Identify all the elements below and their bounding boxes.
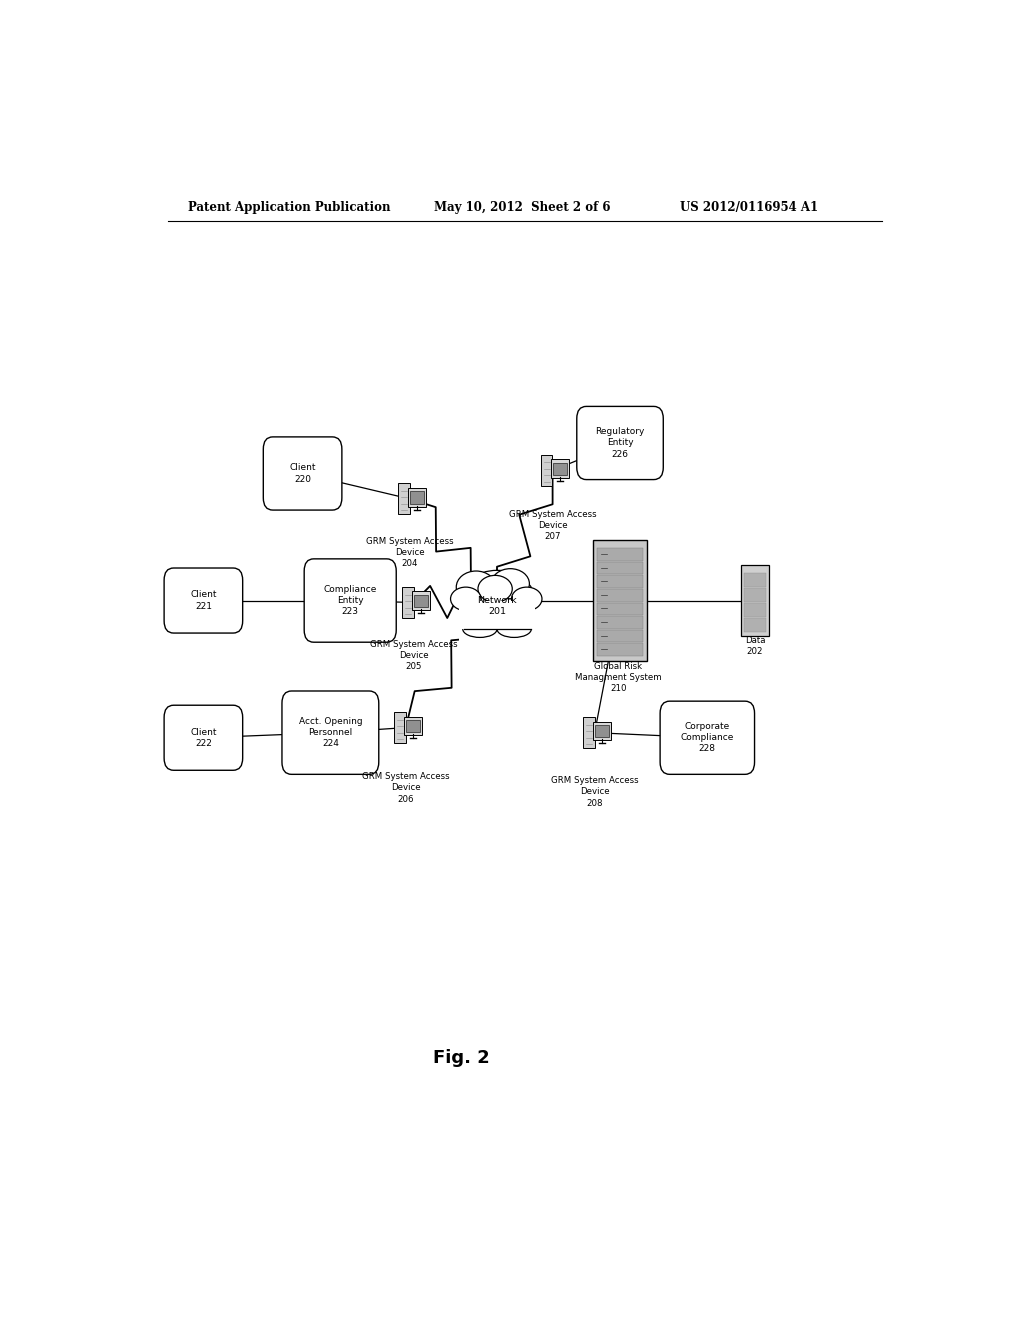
- FancyBboxPatch shape: [597, 562, 643, 574]
- FancyBboxPatch shape: [595, 725, 609, 738]
- FancyBboxPatch shape: [597, 616, 643, 628]
- Text: Compliance
Entity
223: Compliance Entity 223: [324, 585, 377, 616]
- Text: GRM System Access
Device
206: GRM System Access Device 206: [361, 772, 450, 804]
- Text: Client
222: Client 222: [190, 727, 217, 748]
- FancyBboxPatch shape: [263, 437, 342, 510]
- FancyBboxPatch shape: [597, 602, 643, 615]
- FancyBboxPatch shape: [164, 568, 243, 634]
- FancyBboxPatch shape: [597, 589, 643, 602]
- Text: Global Risk
Managment System
210: Global Risk Managment System 210: [575, 661, 662, 693]
- FancyBboxPatch shape: [577, 407, 664, 479]
- FancyBboxPatch shape: [398, 483, 410, 515]
- FancyBboxPatch shape: [542, 455, 553, 486]
- FancyBboxPatch shape: [412, 591, 430, 610]
- FancyBboxPatch shape: [743, 587, 766, 602]
- FancyBboxPatch shape: [597, 576, 643, 587]
- FancyBboxPatch shape: [593, 540, 647, 661]
- Text: Fig. 2: Fig. 2: [433, 1049, 489, 1067]
- FancyBboxPatch shape: [597, 630, 643, 643]
- Text: GRM System Access
Device
207: GRM System Access Device 207: [509, 510, 596, 541]
- Text: Client
220: Client 220: [290, 463, 315, 483]
- Text: GRM System Access
Device
205: GRM System Access Device 205: [370, 640, 458, 672]
- FancyBboxPatch shape: [553, 463, 567, 475]
- FancyBboxPatch shape: [402, 587, 414, 618]
- Ellipse shape: [512, 587, 542, 611]
- Ellipse shape: [457, 572, 496, 603]
- FancyBboxPatch shape: [414, 595, 428, 607]
- Text: US 2012/0116954 A1: US 2012/0116954 A1: [680, 201, 818, 214]
- Ellipse shape: [459, 570, 536, 631]
- Ellipse shape: [492, 569, 529, 599]
- FancyBboxPatch shape: [164, 705, 243, 771]
- FancyBboxPatch shape: [282, 690, 379, 775]
- FancyBboxPatch shape: [740, 565, 769, 636]
- FancyBboxPatch shape: [394, 711, 406, 743]
- Text: GRM System Access
Device
204: GRM System Access Device 204: [366, 536, 454, 568]
- FancyBboxPatch shape: [459, 601, 536, 640]
- FancyBboxPatch shape: [410, 491, 424, 504]
- Text: Network
201: Network 201: [477, 595, 517, 615]
- Ellipse shape: [478, 576, 512, 602]
- Text: GRM System Access
Device
208: GRM System Access Device 208: [551, 776, 638, 808]
- FancyBboxPatch shape: [743, 618, 766, 631]
- FancyBboxPatch shape: [404, 717, 422, 735]
- FancyBboxPatch shape: [597, 643, 643, 656]
- FancyBboxPatch shape: [743, 602, 766, 616]
- FancyBboxPatch shape: [593, 722, 611, 741]
- FancyBboxPatch shape: [743, 573, 766, 586]
- FancyBboxPatch shape: [551, 459, 569, 478]
- Text: Acct. Opening
Personnel
224: Acct. Opening Personnel 224: [299, 717, 362, 748]
- FancyBboxPatch shape: [408, 488, 426, 507]
- Text: May 10, 2012  Sheet 2 of 6: May 10, 2012 Sheet 2 of 6: [433, 201, 610, 214]
- FancyBboxPatch shape: [597, 548, 643, 561]
- Ellipse shape: [451, 587, 481, 611]
- Text: Regulatory
Entity
226: Regulatory Entity 226: [595, 428, 645, 458]
- Text: Client
221: Client 221: [190, 590, 217, 611]
- FancyBboxPatch shape: [406, 719, 421, 733]
- Text: Patent Application Publication: Patent Application Publication: [187, 201, 390, 214]
- Text: Corporate
Compliance
228: Corporate Compliance 228: [681, 722, 734, 754]
- FancyBboxPatch shape: [660, 701, 755, 775]
- FancyBboxPatch shape: [584, 717, 595, 748]
- Text: Data
202: Data 202: [744, 636, 765, 656]
- FancyBboxPatch shape: [304, 558, 396, 643]
